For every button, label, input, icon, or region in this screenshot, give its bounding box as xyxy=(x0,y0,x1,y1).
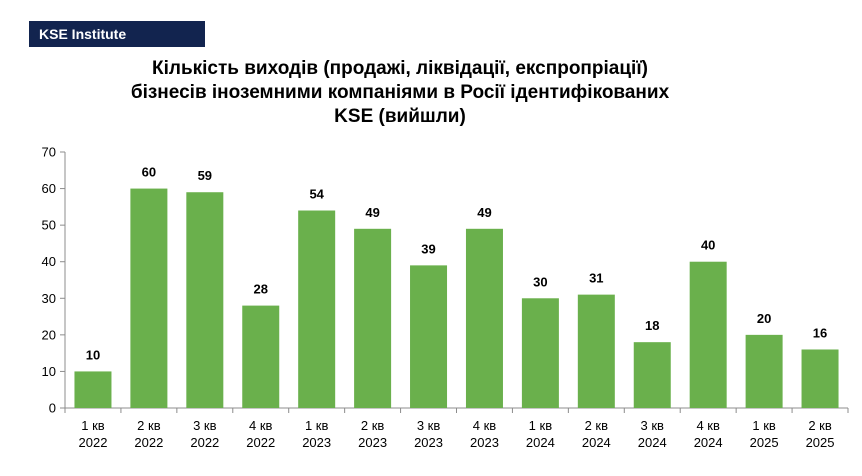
bar-value-label: 16 xyxy=(813,325,827,340)
x-category-label-quarter: 3 кв xyxy=(193,418,217,433)
bar xyxy=(354,228,392,408)
x-category-label-year: 2024 xyxy=(638,435,667,450)
bar-value-label: 40 xyxy=(701,238,715,253)
x-category-label-year: 2024 xyxy=(526,435,555,450)
y-tick-label: 40 xyxy=(42,254,56,269)
x-category-label-quarter: 2 кв xyxy=(808,418,832,433)
chart-title-line-3: KSE (вийшли) xyxy=(334,106,466,127)
bar xyxy=(745,334,783,408)
x-category-label-year: 2023 xyxy=(414,435,443,450)
bar-value-label: 59 xyxy=(198,168,212,183)
bar-value-label: 28 xyxy=(254,282,268,297)
x-category-label-quarter: 2 кв xyxy=(585,418,609,433)
bar-value-label: 54 xyxy=(309,187,324,202)
bar xyxy=(298,210,336,408)
bar-value-label: 39 xyxy=(421,241,435,256)
x-category-label-quarter: 2 кв xyxy=(361,418,385,433)
bar-value-label: 20 xyxy=(757,311,771,326)
x-category-label-quarter: 3 кв xyxy=(641,418,665,433)
brand-name: KSE Institute xyxy=(39,26,127,42)
bar xyxy=(801,349,839,408)
bar xyxy=(242,305,280,408)
x-category-label-year: 2025 xyxy=(806,435,835,450)
bar-value-label: 49 xyxy=(365,205,379,220)
bar xyxy=(74,371,112,408)
x-category-label-year: 2022 xyxy=(134,435,163,450)
bar xyxy=(633,342,671,408)
chart-title: Кількість виходів (продажі, ліквідації, … xyxy=(60,57,740,129)
x-category-label-quarter: 4 кв xyxy=(473,418,497,433)
x-category-label-quarter: 1 кв xyxy=(81,418,105,433)
x-category-label-year: 2024 xyxy=(582,435,611,450)
bar-value-label: 49 xyxy=(477,205,491,220)
bar xyxy=(465,228,503,408)
x-category-label-quarter: 2 кв xyxy=(137,418,161,433)
x-category-label-quarter: 3 кв xyxy=(417,418,441,433)
bar xyxy=(689,261,727,408)
y-tick-label: 0 xyxy=(49,401,56,416)
chart-title-line-2: бізнесів іноземними компаніями в Росії і… xyxy=(130,82,670,103)
bar xyxy=(410,265,448,408)
y-tick-label: 10 xyxy=(42,364,56,379)
y-tick-label: 60 xyxy=(42,181,56,196)
x-category-label-year: 2022 xyxy=(246,435,275,450)
x-category-label-year: 2023 xyxy=(470,435,499,450)
x-category-label-year: 2025 xyxy=(750,435,779,450)
bar xyxy=(130,188,168,408)
x-category-label-year: 2023 xyxy=(358,435,387,450)
x-category-label-year: 2022 xyxy=(190,435,219,450)
chart-title-line-1: Кількість виходів (продажі, ліквідації, … xyxy=(152,58,648,79)
x-category-label-quarter: 1 кв xyxy=(529,418,553,433)
y-tick-label: 70 xyxy=(42,145,56,160)
x-category-label-quarter: 4 кв xyxy=(696,418,720,433)
bar xyxy=(577,294,615,408)
x-category-label-quarter: 4 кв xyxy=(249,418,273,433)
x-category-label-quarter: 1 кв xyxy=(305,418,329,433)
bar-value-label: 18 xyxy=(645,318,659,333)
x-category-label-year: 2023 xyxy=(302,435,331,450)
y-tick-label: 30 xyxy=(42,291,56,306)
bar-value-label: 10 xyxy=(86,347,100,362)
y-tick-label: 20 xyxy=(42,327,56,342)
y-tick-label: 50 xyxy=(42,218,56,233)
bar-value-label: 60 xyxy=(142,165,156,180)
brand-logo: KSE Institute xyxy=(29,21,205,47)
x-category-label-year: 2024 xyxy=(694,435,723,450)
bar-value-label: 30 xyxy=(533,274,547,289)
bar xyxy=(521,298,559,408)
bar xyxy=(186,192,224,408)
x-category-label-quarter: 1 кв xyxy=(752,418,776,433)
x-category-label-year: 2022 xyxy=(79,435,108,450)
bar-value-label: 31 xyxy=(589,271,603,286)
